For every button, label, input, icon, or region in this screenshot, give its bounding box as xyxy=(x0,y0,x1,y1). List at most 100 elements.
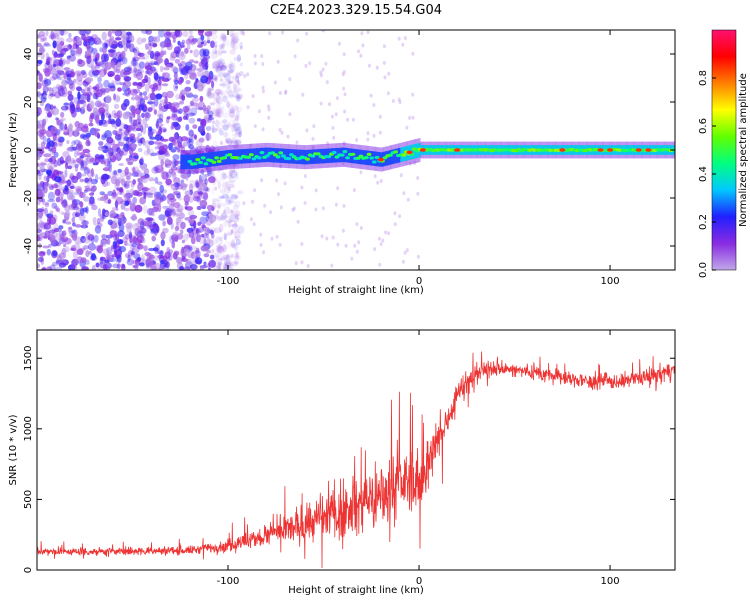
noise-speck xyxy=(43,94,47,98)
noise-speck xyxy=(235,171,239,180)
noise-speck xyxy=(220,65,228,70)
noise-speck xyxy=(142,91,148,97)
ridge-core xyxy=(214,156,220,160)
noise-speck xyxy=(195,257,203,265)
noise-speck xyxy=(123,36,127,46)
noise-speck xyxy=(217,246,225,255)
noise-speck xyxy=(145,70,150,75)
ridge-core xyxy=(331,150,337,155)
noise-speck xyxy=(221,80,227,89)
noise-speck xyxy=(119,150,124,157)
noise-speck xyxy=(59,122,65,131)
noise-speck xyxy=(220,32,227,40)
noise-speck xyxy=(217,109,222,119)
noise-speck xyxy=(180,136,189,142)
noise-speck xyxy=(223,71,228,79)
noise-speck xyxy=(145,43,149,50)
noise-speck xyxy=(369,93,373,98)
ridge-band xyxy=(353,148,356,164)
noise-speck xyxy=(165,261,170,268)
noise-speck xyxy=(135,223,140,227)
ridge-core xyxy=(251,157,257,161)
noise-speck xyxy=(228,173,233,179)
noise-speck xyxy=(113,93,117,101)
noise-speck xyxy=(152,36,157,42)
y-tick-label: 0 xyxy=(23,567,34,573)
noise-speck xyxy=(314,207,318,212)
noise-speck xyxy=(219,252,226,260)
noise-speck xyxy=(235,195,239,200)
noise-speck xyxy=(71,217,76,223)
noise-speck xyxy=(314,188,318,193)
colorbar-label: Normalized spectral amplitude xyxy=(738,73,749,227)
noise-speck xyxy=(114,43,120,48)
noise-speck xyxy=(387,231,391,236)
noise-speck xyxy=(110,175,118,185)
noise-speck xyxy=(37,110,41,118)
noise-speck xyxy=(212,145,217,152)
noise-speck xyxy=(176,216,181,224)
noise-speck xyxy=(217,47,223,56)
noise-speck xyxy=(49,109,55,115)
noise-speck xyxy=(170,149,177,153)
noise-speck xyxy=(74,149,78,158)
noise-speck xyxy=(88,84,92,92)
noise-speck xyxy=(96,266,105,270)
noise-speck xyxy=(331,126,335,130)
noise-speck xyxy=(224,262,228,267)
ridge-band xyxy=(180,154,183,170)
noise-speck xyxy=(219,66,223,71)
noise-speck xyxy=(59,234,65,239)
noise-speck xyxy=(233,255,241,260)
noise-speck xyxy=(88,177,93,182)
noise-speck xyxy=(155,164,164,174)
noise-speck xyxy=(200,234,205,238)
ridge-core xyxy=(187,159,193,164)
noise-speck xyxy=(139,158,144,166)
noise-speck xyxy=(211,258,216,268)
noise-speck xyxy=(342,70,346,74)
noise-speck xyxy=(408,161,412,166)
noise-speck xyxy=(221,50,227,54)
noise-speck xyxy=(154,134,163,141)
noise-speck xyxy=(125,176,131,181)
noise-speck xyxy=(140,124,144,133)
noise-speck xyxy=(37,263,41,269)
noise-speck xyxy=(89,157,96,163)
snr-xlabel: Height of straight line (km) xyxy=(288,585,424,596)
noise-speck xyxy=(233,243,238,251)
noise-speck xyxy=(115,254,121,259)
noise-speck xyxy=(91,264,96,270)
noise-speck xyxy=(52,250,58,257)
noise-speck xyxy=(37,169,41,175)
noise-speck xyxy=(184,247,189,254)
noise-speck xyxy=(195,227,199,235)
noise-speck xyxy=(224,39,230,47)
colorbar-tick-label: 0.2 xyxy=(698,214,709,230)
ridge-band xyxy=(195,154,198,169)
noise-speck xyxy=(157,113,162,118)
noise-speck xyxy=(124,240,128,246)
noise-speck xyxy=(75,36,83,45)
noise-speck xyxy=(97,217,101,225)
noise-speck xyxy=(79,134,85,139)
noise-speck xyxy=(51,107,60,116)
noise-speck xyxy=(375,65,379,70)
noise-speck xyxy=(203,261,207,266)
ridge-core xyxy=(211,160,217,164)
noise-speck xyxy=(185,38,192,46)
noise-speck xyxy=(93,127,98,136)
noise-speck xyxy=(107,147,113,151)
noise-speck xyxy=(402,191,406,196)
noise-speck xyxy=(101,31,107,41)
ridge-core xyxy=(315,152,321,156)
noise-speck xyxy=(53,151,59,158)
ridge-band xyxy=(335,148,337,163)
noise-speck xyxy=(65,221,72,225)
noise-speck xyxy=(171,65,178,73)
ridge-band xyxy=(239,149,242,164)
noise-speck xyxy=(93,234,99,243)
noise-speck xyxy=(117,87,122,92)
ridge-band xyxy=(388,150,391,165)
